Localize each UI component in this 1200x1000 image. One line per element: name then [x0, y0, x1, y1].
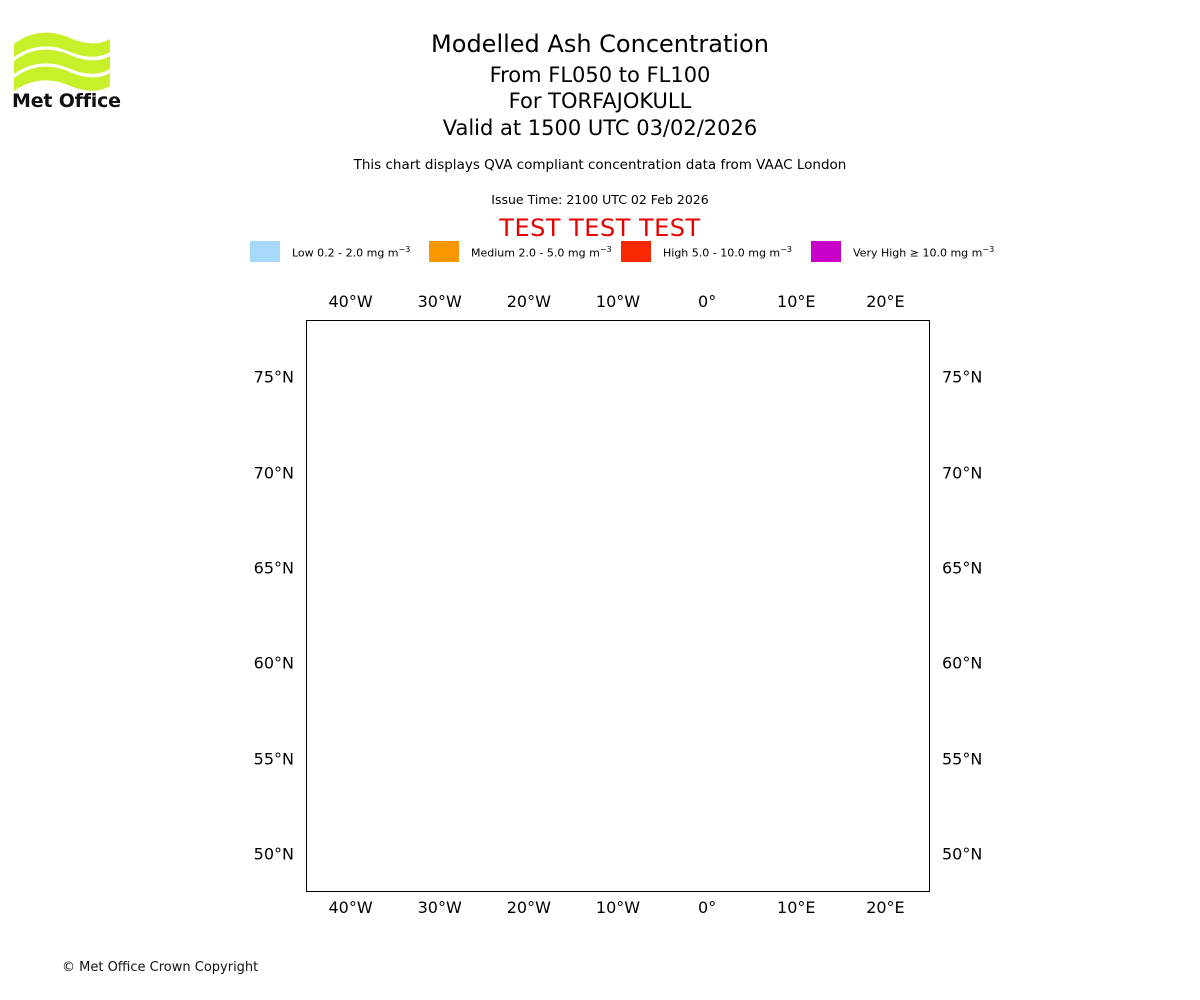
met-office-logo	[12, 28, 122, 113]
lat-tick-right-75°N: 75°N	[942, 367, 983, 387]
lon-tick-top-0°: 0°	[698, 292, 717, 311]
lon-tick-bottom-20°W: 20°W	[506, 898, 551, 917]
map-container[interactable]: 40°W 30°W 20°W 10°W 0° 10°E 20°E 40°W 30°W 20°W 1…	[254, 292, 983, 917]
lon-tick-bottom-0°: 0°	[698, 898, 717, 917]
legend-label-0: Low 0.2 - 2.0 mg m−3	[292, 244, 411, 260]
lat-tick-right-60°N: 60°N	[942, 653, 983, 673]
lat-tick-right-50°N: 50°N	[942, 844, 983, 864]
lon-tick-bottom-20°E: 20°E	[866, 898, 905, 917]
lat-tick-left-65°N: 65°N	[253, 558, 294, 578]
lat-tick-left-70°N: 70°N	[253, 463, 294, 483]
legend-swatch-1	[429, 240, 459, 262]
lon-tick-bottom-40°W: 40°W	[328, 898, 373, 917]
title-valid-time: Valid at 1500 UTC 03/02/2026	[442, 116, 758, 140]
legend-item-1[interactable]: Medium 2.0 - 5.0 mg m−3	[429, 240, 612, 262]
legend-item-2[interactable]: High 5.0 - 10.0 mg m−3	[621, 240, 792, 262]
lon-tick-top-20°W: 20°W	[506, 292, 551, 311]
lat-tick-right-65°N: 65°N	[942, 558, 983, 578]
legend-swatch-2	[621, 240, 651, 262]
title-volcano: For TORFAJOKULL	[508, 89, 692, 113]
lat-tick-left-75°N: 75°N	[253, 367, 294, 387]
met-office-waves-icon	[14, 32, 110, 91]
page-title: Modelled Ash Concentration	[431, 30, 769, 58]
legend-item-0[interactable]: Low 0.2 - 2.0 mg m−3	[250, 240, 410, 262]
lat-tick-right-70°N: 70°N	[942, 463, 983, 483]
lon-tick-bottom-10°W: 10°W	[595, 898, 641, 917]
brand-name: Met Office	[12, 90, 121, 112]
lat-tick-left-60°N: 60°N	[253, 653, 294, 673]
map-border	[306, 320, 930, 892]
legend-label-3: Very High ≥ 10.0 mg m−3	[853, 244, 995, 260]
issue-time: Issue Time: 2100 UTC 02 Feb 2026	[491, 192, 709, 207]
lon-tick-top-40°W: 40°W	[328, 292, 373, 311]
lat-tick-left-55°N: 55°N	[253, 749, 294, 769]
legend-label-1: Medium 2.0 - 5.0 mg m−3	[471, 244, 612, 260]
chart-subtitle: This chart displays QVA compliant concen…	[353, 157, 847, 173]
lon-tick-bottom-10°E: 10°E	[777, 898, 816, 917]
test-banner: TEST TEST TEST	[499, 214, 701, 242]
legend: Low 0.2 - 2.0 mg m−3 Medium 2.0 - 5.0 mg …	[0, 240, 1200, 264]
copyright-notice: © Met Office Crown Copyright	[62, 960, 259, 975]
lon-tick-top-20°E: 20°E	[866, 292, 905, 311]
legend-swatch-3	[811, 240, 841, 262]
legend-label-2: High 5.0 - 10.0 mg m−3	[663, 244, 792, 260]
legend-swatch-0	[250, 240, 280, 262]
lat-tick-left-50°N: 50°N	[253, 844, 294, 864]
lat-tick-right-55°N: 55°N	[942, 749, 983, 769]
lon-tick-top-10°W: 10°W	[595, 292, 641, 311]
lon-tick-bottom-30°W: 30°W	[417, 898, 462, 917]
lon-tick-top-10°E: 10°E	[777, 292, 816, 311]
title-flight-levels: From FL050 to FL100	[489, 63, 711, 87]
legend-item-3[interactable]: Very High ≥ 10.0 mg m−3	[811, 240, 994, 262]
lon-tick-top-30°W: 30°W	[417, 292, 462, 311]
